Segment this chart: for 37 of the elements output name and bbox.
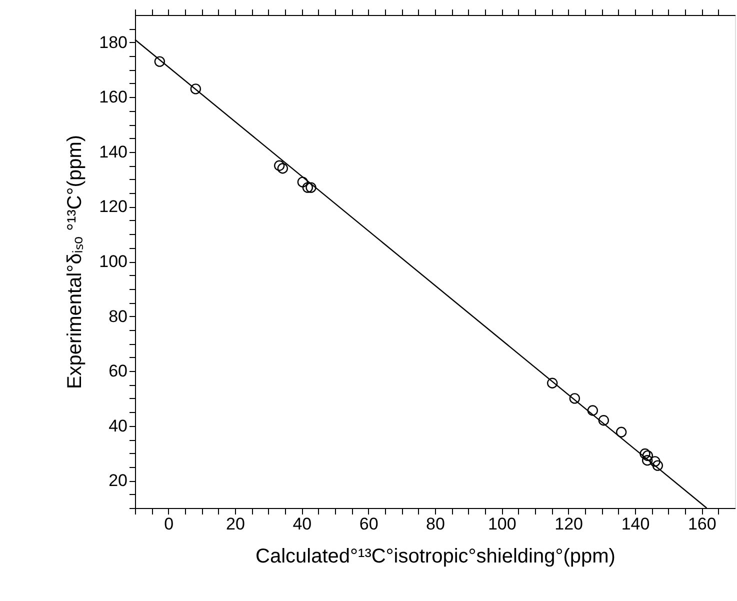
y-tick-label: 180 (99, 32, 128, 52)
x-tick-label: 160 (688, 514, 716, 534)
point (640, 448, 650, 460)
point (546, 378, 558, 388)
y-tick-label: 40 (108, 416, 128, 436)
point (650, 456, 660, 467)
x-tick-label: 60 (359, 514, 378, 534)
y-tick-label: 140 (99, 142, 128, 162)
x-tick-label: 120 (554, 514, 584, 534)
point (190, 84, 202, 94)
x-tick-label: 0 (164, 514, 174, 534)
y-tick-label: 20 (108, 471, 128, 490)
x-tick-label: 40 (292, 514, 312, 534)
point (642, 450, 654, 462)
x-tick-label: 140 (621, 514, 650, 534)
x-tick-label: 100 (488, 514, 516, 534)
y-axis-title: Experimental°δᵢₛₒ °¹³C°(ppm) (64, 134, 86, 390)
point (587, 405, 598, 416)
y-tick-label: 100 (99, 252, 128, 271)
point (154, 56, 166, 67)
x-axis-title: Calculated°¹³C°isotropic°shielding°(ppm) (256, 546, 616, 568)
x-tick-label: 80 (426, 514, 445, 534)
point (306, 182, 316, 193)
y-tick-label: 80 (108, 306, 128, 326)
point (642, 455, 653, 466)
point (274, 160, 285, 171)
y-tick-label: 160 (99, 88, 128, 107)
point (616, 426, 627, 438)
y-tick-label: 60 (108, 362, 128, 381)
x-tick-label: 20 (226, 514, 245, 534)
point (302, 182, 314, 193)
point (569, 393, 580, 404)
y-tick-label: 120 (99, 197, 128, 216)
point (598, 415, 610, 426)
point (297, 176, 308, 188)
point (652, 460, 664, 471)
point (277, 163, 288, 174)
